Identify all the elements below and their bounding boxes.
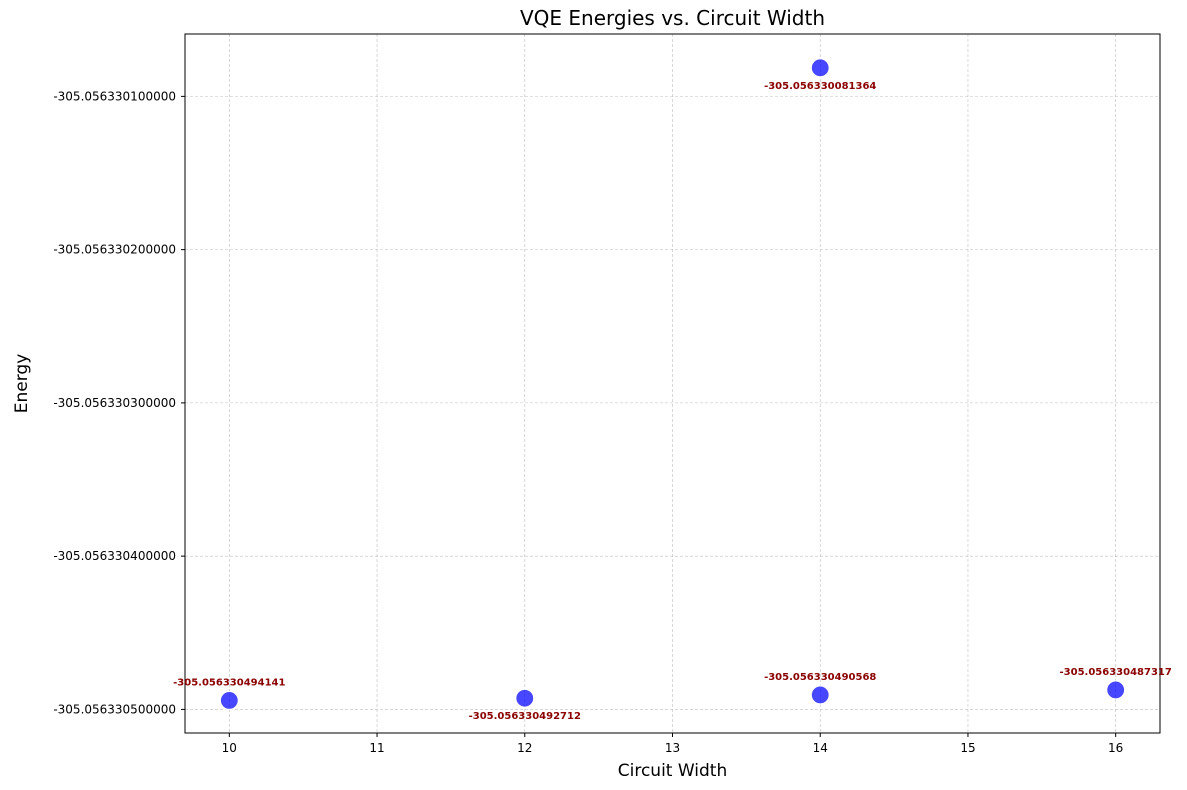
y-tick-label: -305.056330400000 bbox=[53, 549, 176, 563]
data-label: -305.056330487317 bbox=[1060, 667, 1172, 678]
y-axis-label: Energy bbox=[12, 354, 32, 414]
y-tick-label: -305.056330200000 bbox=[53, 243, 176, 257]
data-point bbox=[515, 688, 535, 708]
grid bbox=[185, 34, 1160, 733]
x-tick-label: 14 bbox=[813, 741, 828, 755]
y-tick-label: -305.056330300000 bbox=[53, 396, 176, 410]
data-label: -305.056330081364 bbox=[764, 81, 876, 92]
x-tick-label: 11 bbox=[369, 741, 384, 755]
x-tick-label: 15 bbox=[960, 741, 975, 755]
data-label: -305.056330494141 bbox=[173, 677, 285, 688]
data-label: -305.056330492712 bbox=[469, 711, 581, 722]
data-label: -305.056330490568 bbox=[764, 672, 876, 683]
x-axis-label: Circuit Width bbox=[618, 761, 728, 781]
data-point bbox=[810, 685, 830, 705]
x-tick-label: 10 bbox=[222, 741, 237, 755]
x-tick-label: 13 bbox=[665, 741, 680, 755]
x-tick-label: 16 bbox=[1108, 741, 1123, 755]
data-point bbox=[219, 690, 239, 711]
x-tick-label: 12 bbox=[517, 741, 532, 755]
y-axis-ticks: -305.056330500000 -305.056330400000 -305.0… bbox=[53, 89, 185, 716]
y-tick-label: -305.056330500000 bbox=[53, 702, 176, 716]
chart-title: VQE Energies vs. Circuit Width bbox=[520, 6, 825, 30]
data-point bbox=[810, 58, 830, 78]
data-labels: -305.056330494141 -305.056330492712 -305.0… bbox=[173, 81, 1172, 722]
plot-area bbox=[184, 33, 1161, 734]
data-points bbox=[219, 58, 1126, 711]
data-point bbox=[1106, 680, 1126, 700]
y-tick-label: -305.056330100000 bbox=[53, 89, 176, 103]
x-axis-ticks: 10 11 12 13 14 15 16 bbox=[222, 733, 1123, 755]
